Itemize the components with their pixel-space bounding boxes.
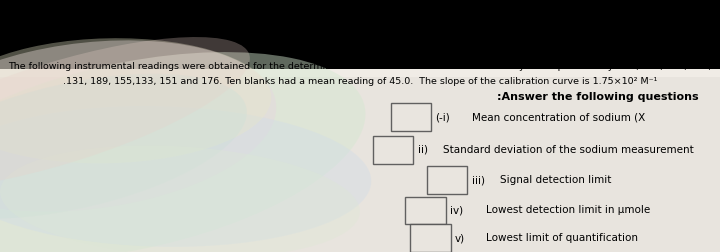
- Bar: [0, 0, 720, 76]
- Ellipse shape: [0, 106, 372, 247]
- Ellipse shape: [0, 40, 276, 212]
- Ellipse shape: [0, 37, 250, 190]
- Ellipse shape: [0, 74, 247, 219]
- Text: iii): iii): [472, 175, 485, 185]
- FancyBboxPatch shape: [410, 224, 451, 252]
- Text: Lowest limit of quantification: Lowest limit of quantification: [486, 233, 638, 243]
- Text: v): v): [455, 233, 465, 243]
- Text: ii): ii): [418, 145, 428, 155]
- Text: Standard deviation of the sodium measurement: Standard deviation of the sodium measure…: [443, 145, 693, 155]
- Bar: [0, 69, 720, 77]
- Text: The following instrumental readings were obtained for the determination of low c: The following instrumental readings were…: [9, 62, 711, 71]
- Ellipse shape: [0, 38, 271, 163]
- FancyBboxPatch shape: [405, 197, 446, 224]
- Text: (-i): (-i): [436, 112, 450, 122]
- FancyBboxPatch shape: [391, 103, 431, 131]
- Text: :Answer the following questions: :Answer the following questions: [497, 92, 698, 102]
- FancyBboxPatch shape: [427, 167, 467, 194]
- FancyBboxPatch shape: [373, 136, 413, 164]
- Text: Signal detection limit: Signal detection limit: [500, 175, 612, 185]
- Text: Lowest detection limit in μmole: Lowest detection limit in μmole: [486, 205, 650, 215]
- Text: iv): iv): [450, 205, 463, 215]
- Ellipse shape: [0, 52, 366, 252]
- Text: Mean concentration of sodium (X: Mean concentration of sodium (X: [472, 112, 645, 122]
- Text: .131, 189, 155,133, 151 and 176. Ten blanks had a mean reading of 45.0.  The slo: .131, 189, 155,133, 151 and 176. Ten bla…: [63, 77, 657, 86]
- Ellipse shape: [0, 146, 360, 252]
- Bar: [0, 71, 720, 252]
